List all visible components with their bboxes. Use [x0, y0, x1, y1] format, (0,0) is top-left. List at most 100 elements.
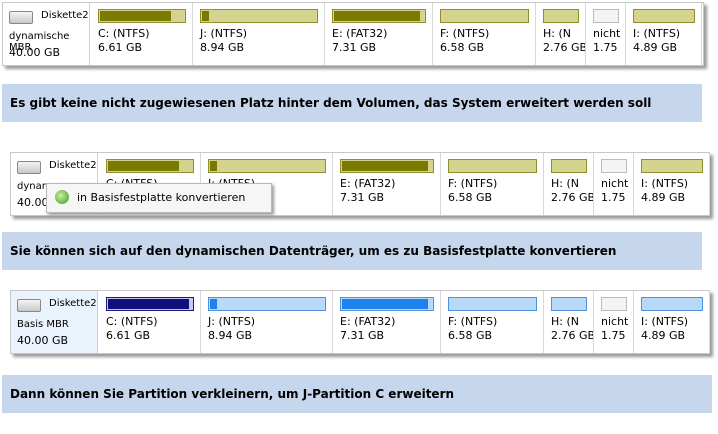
- usage-bar: [98, 9, 186, 23]
- partition[interactable]: F: (NTFS) 6.58 GB: [442, 291, 544, 353]
- usage-fill: [342, 161, 429, 171]
- partition[interactable]: J: (NTFS)8.94 GB: [194, 3, 325, 65]
- usage-bar: [448, 297, 537, 311]
- partition-label: E: (FAT32): [340, 315, 396, 328]
- partition-size: 7.31 GB: [340, 329, 385, 342]
- disk-panel: Diskette2 dynamische MBR 40.00 GB C: (NTFS)…: [2, 2, 704, 66]
- usage-fill: [108, 161, 180, 171]
- partition[interactable]: J: (NTFS)8.94 GB: [202, 291, 333, 353]
- partition-size: 1.75: [593, 41, 618, 54]
- partition[interactable]: C: (NTFS)6.61 GB: [100, 291, 201, 353]
- partition-label: nicht: [593, 27, 621, 40]
- partition-size: 8.94 GB: [208, 329, 253, 342]
- usage-bar: [332, 9, 426, 23]
- usage-bar: [593, 9, 619, 23]
- partition-label: H: (N: [543, 27, 571, 40]
- disk-type: Basis MBR: [17, 319, 69, 330]
- partition[interactable]: F: (NTFS) 6.58 GB: [442, 153, 544, 215]
- partition-label: I: (NTFS): [641, 315, 689, 328]
- partition-label: F: (NTFS): [440, 27, 490, 40]
- usage-bar: [543, 9, 579, 23]
- usage-bar: [448, 159, 537, 173]
- usage-fill: [202, 11, 210, 21]
- disk-info[interactable]: Diskette2 Basis MBR 40.00 GB: [11, 291, 98, 353]
- disk-icon: [17, 299, 41, 312]
- partition[interactable]: H: (N 2.76 GB: [545, 291, 594, 353]
- caption: Sie können sich auf den dynamischen Date…: [2, 232, 702, 270]
- usage-bar: [601, 159, 627, 173]
- partition-size: 2.76 GB: [551, 191, 594, 204]
- usage-bar: [601, 297, 627, 311]
- caption: Dann können Sie Partition verkleinern, u…: [2, 375, 712, 413]
- partition[interactable]: E: (FAT32) 7.31 GB: [334, 291, 441, 353]
- usage-bar: [106, 297, 194, 311]
- partition[interactable]: nicht 1.75: [587, 3, 626, 65]
- disk-type: dynam: [17, 181, 52, 192]
- partition-size: 1.75: [601, 329, 626, 342]
- disk-icon: [17, 161, 41, 174]
- disk-name: Diskette2: [49, 160, 97, 171]
- partition-size: 6.58 GB: [448, 329, 493, 342]
- partition[interactable]: I: (NTFS) 4.89 GB: [635, 153, 710, 215]
- partition-size: 4.89 GB: [633, 41, 678, 54]
- usage-fill: [108, 299, 189, 309]
- partition-label: nicht: [601, 315, 629, 328]
- partition-size: 6.58 GB: [440, 41, 485, 54]
- usage-bar: [208, 297, 326, 311]
- partition-size: 2.76 GB: [551, 329, 594, 342]
- partition[interactable]: E: (FAT32) 7.31 GB: [334, 153, 441, 215]
- usage-bar: [340, 297, 434, 311]
- partition-label: E: (FAT32): [332, 27, 388, 40]
- usage-bar: [633, 9, 695, 23]
- partition-label: C: (NTFS): [106, 315, 158, 328]
- caption: Es gibt keine nicht zugewiesenen Platz h…: [2, 84, 702, 122]
- partition[interactable]: E: (FAT32) 7.31 GB: [326, 3, 433, 65]
- usage-bar: [440, 9, 529, 23]
- partition-size: 6.61 GB: [98, 41, 143, 54]
- partition-size: 1.75: [601, 191, 626, 204]
- partition-label: J: (NTFS): [208, 315, 256, 328]
- partition-label: E: (FAT32): [340, 177, 396, 190]
- partition[interactable]: nicht 1.75: [595, 153, 634, 215]
- disk-info[interactable]: Diskette2 dynam 40.00: [11, 153, 98, 215]
- context-menu: in Basisfestplatte konvertieren: [46, 183, 272, 213]
- partition-size: 6.61 GB: [106, 329, 151, 342]
- partition[interactable]: I: (NTFS) 4.89 GB: [635, 291, 710, 353]
- partition[interactable]: H: (N 2.76 GB: [545, 153, 594, 215]
- disk-panel: Diskette2 Basis MBR 40.00 GB C: (NTFS) 6.61 …: [10, 290, 710, 354]
- partition-size: 4.89 GB: [641, 329, 686, 342]
- partition-label: F: (NTFS): [448, 177, 498, 190]
- partition[interactable]: H: (N 2.76 GB: [537, 3, 586, 65]
- partition-label: J: (NTFS): [200, 27, 248, 40]
- disk-info[interactable]: Diskette2 dynamische MBR 40.00 GB: [3, 3, 90, 65]
- partition[interactable]: nicht 1.75: [595, 291, 634, 353]
- disk-icon: [9, 11, 33, 24]
- disk-name: Diskette2: [49, 298, 97, 309]
- partition[interactable]: I: (NTFS) 4.89 GB: [627, 3, 702, 65]
- usage-fill: [100, 11, 172, 21]
- usage-fill: [210, 299, 218, 309]
- partition-size: 7.31 GB: [340, 191, 385, 204]
- usage-bar: [551, 159, 587, 173]
- menu-item[interactable]: in Basisfestplatte konvertieren: [77, 191, 246, 204]
- partition-size: 8.94 GB: [200, 41, 245, 54]
- partition-label: C: (NTFS): [98, 27, 150, 40]
- partition-label: I: (NTFS): [633, 27, 681, 40]
- disk-size: 40.00 GB: [9, 46, 61, 59]
- usage-fill: [210, 161, 218, 171]
- partition-label: I: (NTFS): [641, 177, 689, 190]
- disk-size: 40.00 GB: [17, 334, 69, 347]
- partition-label: F: (NTFS): [448, 315, 498, 328]
- usage-bar: [208, 159, 326, 173]
- usage-bar: [641, 159, 703, 173]
- usage-bar: [200, 9, 318, 23]
- usage-bar: [551, 297, 587, 311]
- partition-label: H: (N: [551, 315, 579, 328]
- usage-bar: [641, 297, 703, 311]
- partition[interactable]: C: (NTFS)6.61 GB: [92, 3, 193, 65]
- partition[interactable]: F: (NTFS) 6.58 GB: [434, 3, 536, 65]
- disk-type: dynamische MBR: [9, 31, 70, 53]
- partition-size: 4.89 GB: [641, 191, 686, 204]
